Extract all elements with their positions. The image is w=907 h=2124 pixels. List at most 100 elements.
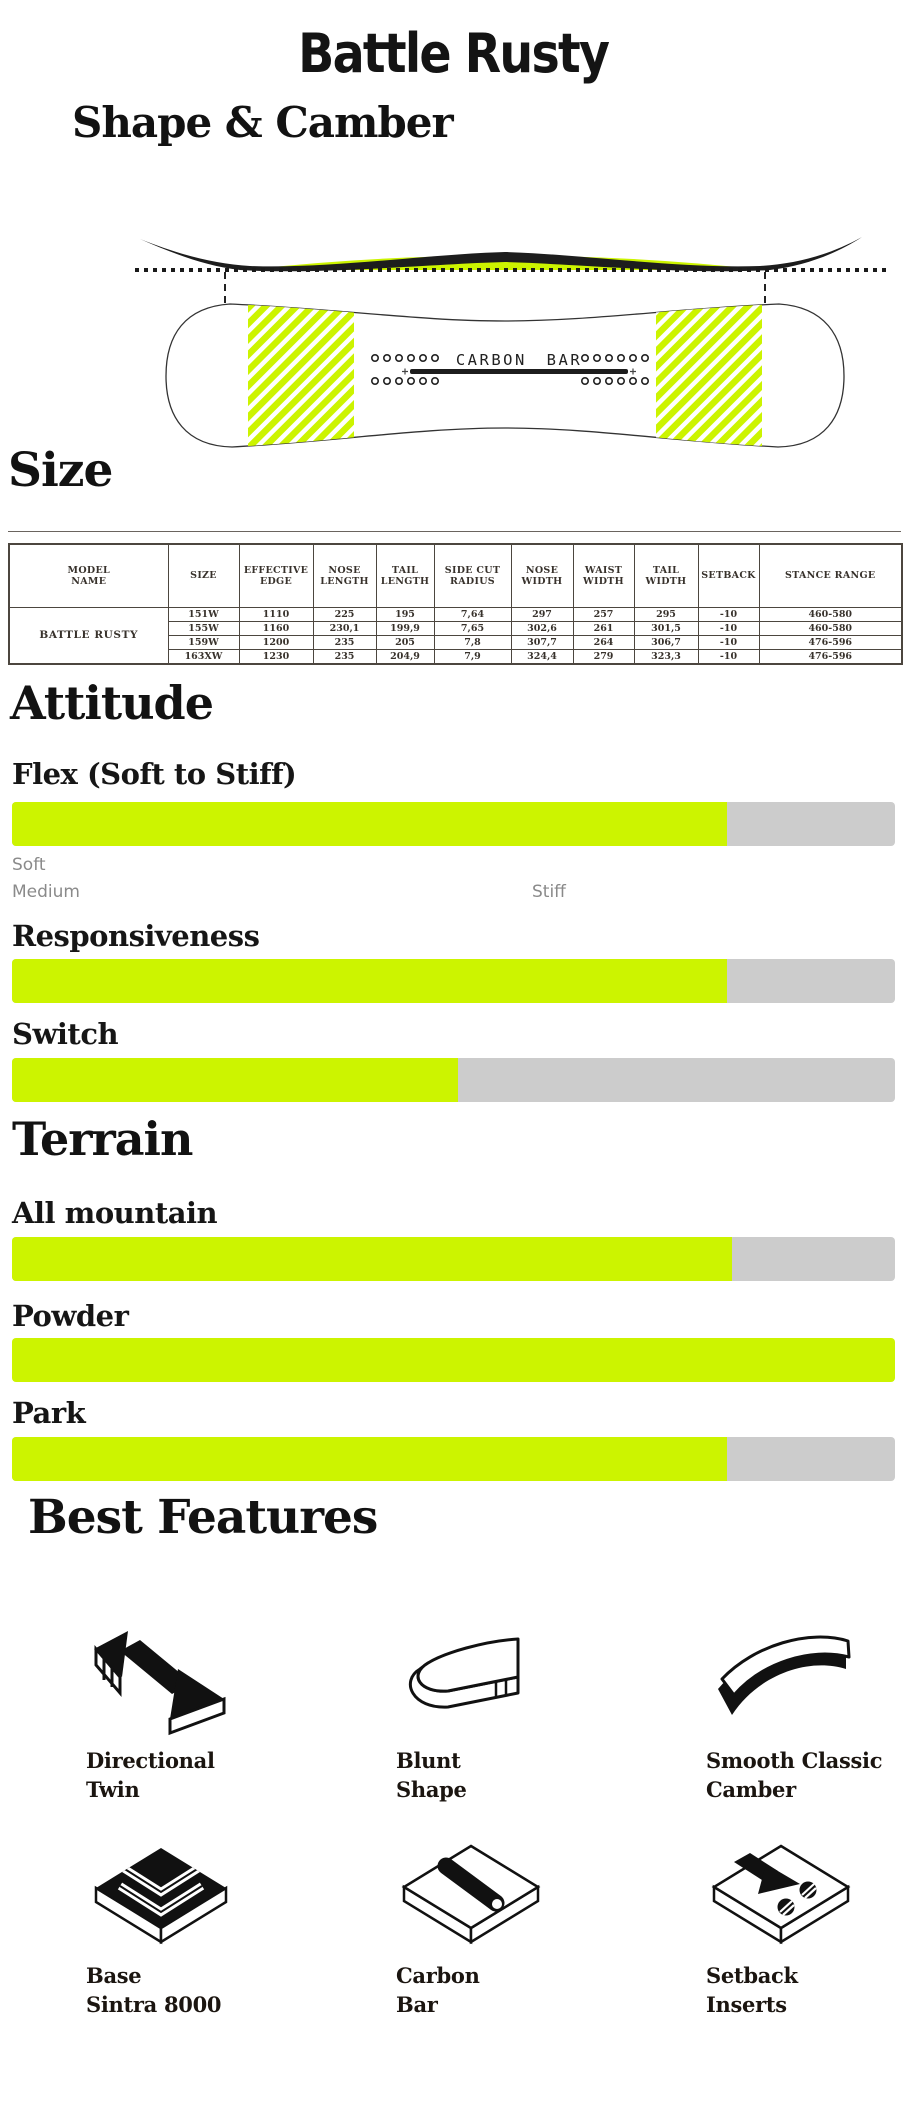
col-model-name: MODEL NAME (8, 543, 169, 608)
cell: 1110 (238, 607, 314, 622)
powder-bar-label: Powder (12, 1299, 129, 1333)
col-tail-length: TAIL LENGTH (375, 543, 435, 608)
switch-bar-label: Switch (12, 1017, 119, 1051)
responsiveness-bar (12, 959, 895, 1003)
cell: -10 (697, 635, 760, 650)
cell: 257 (572, 607, 635, 622)
cell: 235 (312, 649, 377, 665)
board-side-profile (140, 237, 862, 272)
feature-blunt-shape: Blunt Shape (396, 1625, 696, 1804)
smooth-classic-camber-icon (706, 1625, 856, 1740)
powder-bar (12, 1338, 895, 1382)
park-bar-fill (12, 1437, 728, 1481)
cell: 195 (375, 607, 435, 622)
cell: 7,8 (433, 635, 512, 650)
shape-camber-diagram: CARBON BAR (0, 225, 907, 460)
cell: 302,6 (510, 621, 574, 636)
table-row: BATTLE RUSTY 151W 1110 225 195 7,64 297 257 295… (8, 607, 903, 665)
attitude-heading: Attitude (10, 676, 214, 730)
cell: -10 (697, 649, 760, 665)
powder-bar-fill (12, 1338, 895, 1382)
cell: 7,9 (433, 649, 512, 665)
feature-setback-inserts: Setback Inserts (706, 1840, 907, 2019)
legend-stiff: Stiff (532, 882, 566, 902)
base-sintra-8000-icon (86, 1840, 236, 1955)
cell: 1230 (238, 649, 314, 665)
best-features-heading: Best Features (28, 1490, 378, 1545)
binding-zone-right (656, 304, 762, 447)
col-effective-edge: EFFECTIVE EDGE (238, 543, 314, 608)
table-top-rule (8, 531, 901, 532)
cell: 476-596 (758, 649, 903, 665)
responsiveness-bar-label: Responsiveness (12, 919, 260, 953)
feature-label: Setback Inserts (706, 1963, 798, 2017)
cell: 1200 (238, 635, 314, 650)
col-nose-width: NOSE WIDTH (510, 543, 574, 608)
directional-twin-icon (86, 1625, 236, 1740)
setback-inserts-icon (706, 1840, 856, 1955)
col-stance-range: STANCE RANGE (758, 543, 903, 608)
cell: 264 (572, 635, 635, 650)
feature-carbon-bar: Carbon Bar (396, 1840, 696, 2019)
flex-bar-fill (12, 802, 728, 846)
cell: 323,3 (633, 649, 699, 665)
cell: 225 (312, 607, 377, 622)
feature-label: Carbon Bar (396, 1963, 480, 2017)
size-table: MODEL NAME SIZE EFFECTIVE EDGE NOSE LENG… (8, 543, 903, 665)
cell: 151W (167, 607, 240, 622)
cell: 307,7 (510, 635, 574, 650)
feature-label: Smooth Classic Camber (706, 1748, 883, 1802)
flex-bar (12, 802, 895, 846)
cell: 7,65 (433, 621, 512, 636)
feature-label: Blunt Shape (396, 1748, 467, 1802)
shape-camber-heading: Shape & Camber (72, 98, 454, 147)
col-side-cut-radius: SIDE CUT RADIUS (433, 543, 512, 608)
col-waist-width: WAIST WIDTH (572, 543, 635, 608)
flex-bar-label: Flex (Soft to Stiff) (12, 757, 297, 791)
carbon-bar-rod (410, 369, 628, 374)
cell: 306,7 (633, 635, 699, 650)
cell: 279 (572, 649, 635, 665)
cell: 261 (572, 621, 635, 636)
switch-bar-fill (12, 1058, 458, 1102)
snowboard-diagram-svg: CARBON BAR (135, 237, 887, 448)
cell: -10 (697, 621, 760, 636)
cell: 204,9 (375, 649, 435, 665)
feature-smooth-classic-camber: Smooth Classic Camber (706, 1625, 907, 1804)
cell: 476-596 (758, 635, 903, 650)
feature-label: Base Sintra 8000 (86, 1963, 222, 2017)
col-tail-width: TAIL WIDTH (633, 543, 699, 608)
table-header-row: MODEL NAME SIZE EFFECTIVE EDGE NOSE LENG… (8, 543, 903, 608)
model-name-cell: BATTLE RUSTY (8, 607, 169, 665)
cell: 163XW (167, 649, 240, 665)
cell: 297 (510, 607, 574, 622)
legend-soft: Soft (12, 855, 46, 875)
park-bar (12, 1437, 895, 1481)
col-nose-length: NOSE LENGTH (312, 543, 377, 608)
cell: 199,9 (375, 621, 435, 636)
cell: -10 (697, 607, 760, 622)
cell: 460-580 (758, 607, 903, 622)
carbon-bar-plus-marks (402, 368, 636, 375)
switch-bar (12, 1058, 895, 1102)
all-mountain-bar-fill (12, 1237, 732, 1281)
cell: 235 (312, 635, 377, 650)
cell: 230,1 (312, 621, 377, 636)
all-mountain-bar (12, 1237, 895, 1281)
cell: 295 (633, 607, 699, 622)
responsiveness-bar-fill (12, 959, 728, 1003)
cell: 7,64 (433, 607, 512, 622)
cell: 205 (375, 635, 435, 650)
binding-zone-left (248, 304, 354, 447)
cell: 301,5 (633, 621, 699, 636)
size-heading: Size (8, 443, 113, 498)
cell: 324,4 (510, 649, 574, 665)
feature-label: Directional Twin (86, 1748, 215, 1802)
cell: 1160 (238, 621, 314, 636)
carbon-bar-icon (396, 1840, 546, 1955)
table-row: 159W 1200 235 205 7,8 307,7 264 306,7 -10 476-596 (9, 635, 903, 650)
cell: 159W (167, 635, 240, 650)
binding-zones (248, 304, 762, 447)
terrain-heading: Terrain (12, 1112, 193, 1166)
